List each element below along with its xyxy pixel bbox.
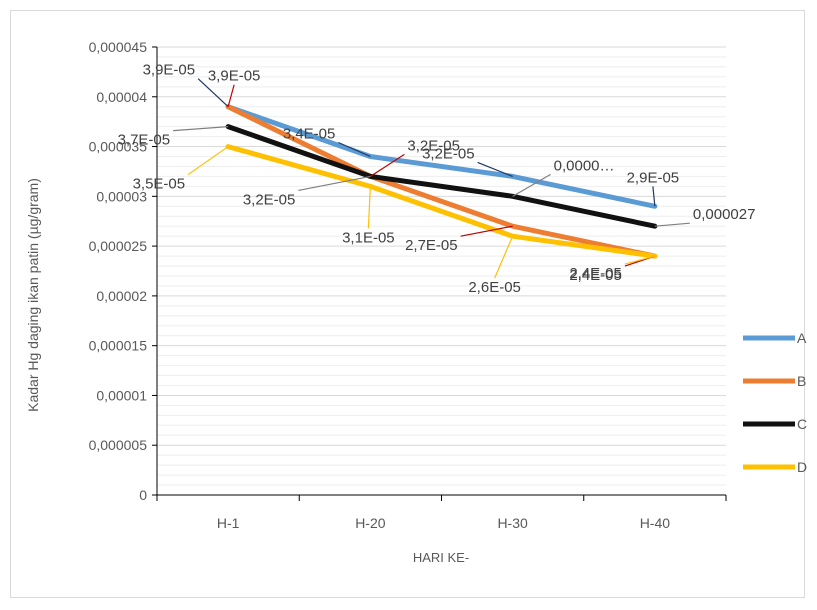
data-label-B: 3,2E-05 <box>407 137 460 154</box>
x-tick-label: H-20 <box>355 515 386 531</box>
data-label-D: 2,4E-05 <box>569 265 622 282</box>
data-label-C: 0,000027 <box>693 206 756 223</box>
data-label-D: 2,6E-05 <box>468 279 521 296</box>
data-label-A: 3,4E-05 <box>283 126 336 143</box>
y-tick-label: 0,000005 <box>89 437 148 453</box>
x-tick-label: H-1 <box>217 515 240 531</box>
y-tick-label: 0,00004 <box>96 89 147 105</box>
x-tick-label: H-40 <box>640 515 671 531</box>
legend: A B C D <box>743 330 807 475</box>
data-label-D: 3,1E-05 <box>342 229 395 246</box>
y-tick-label: 0,000025 <box>89 238 148 254</box>
legend-label-C: C <box>797 416 807 432</box>
y-tick-label: 0,000015 <box>89 338 148 354</box>
data-label-A: 3,9E-05 <box>143 62 196 79</box>
y-axis-label: Kadar Hg daging ikan patin (µg/gram) <box>25 178 41 412</box>
data-label-B: 2,7E-05 <box>405 237 458 254</box>
legend-label-A: A <box>797 330 807 346</box>
data-label-leader <box>228 85 234 107</box>
data-label-C: 0,0000… <box>554 157 615 174</box>
data-label-D: 3,5E-05 <box>133 176 186 193</box>
y-tick-label: 0,00001 <box>96 387 147 403</box>
data-label-C: 3,2E-05 <box>243 191 296 208</box>
data-label-leader <box>495 236 513 278</box>
x-axis-label: HARI KE- <box>413 550 469 565</box>
legend-label-B: B <box>797 373 806 389</box>
data-label-A: 2,9E-05 <box>627 169 680 186</box>
y-tick-label: 0 <box>139 487 147 503</box>
data-label-leader <box>188 147 228 175</box>
data-label-C: 3,7E-05 <box>118 132 171 149</box>
x-tick-label: H-30 <box>497 515 528 531</box>
data-label-B: 3,9E-05 <box>208 68 261 85</box>
legend-label-D: D <box>797 459 807 475</box>
data-label-leader <box>625 256 655 264</box>
data-label-leader <box>368 186 370 228</box>
y-tick-label: 0,00002 <box>96 288 147 304</box>
y-tick-label: 0,000045 <box>89 39 148 55</box>
data-label-leader <box>173 127 228 131</box>
axes: 0 0,000005 0,00001 0,000015 0,00002 0,000025 0… <box>89 39 726 531</box>
